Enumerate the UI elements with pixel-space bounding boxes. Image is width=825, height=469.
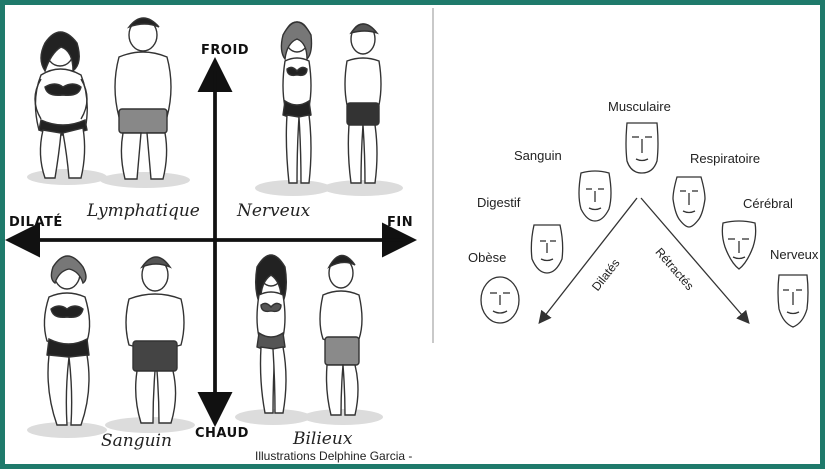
- arrow-retractes: [640, 197, 750, 324]
- face-obese-icon: [480, 276, 520, 324]
- face-digestif-icon: [530, 224, 564, 274]
- panel-divider: [432, 8, 434, 343]
- axis-label-dilate: DILATÉ: [9, 215, 63, 230]
- axis-label-froid: FROID: [201, 43, 250, 58]
- figure-bilious-woman: [254, 254, 288, 414]
- ground-shadows: [27, 169, 403, 438]
- face-label-nerveux: Nerveux: [770, 247, 819, 262]
- face-typology-panel: Obèse Digestif Sanguin Musculaire Respir…: [437, 5, 820, 464]
- morphotype-quadrant-panel: FROID CHAUD DILATÉ FIN Lymphatique Nerve…: [5, 5, 430, 464]
- arrow-dilates: [538, 197, 638, 325]
- quadrant-illustration: [5, 17, 417, 438]
- quadrant-label-lymphatique: Lymphatique: [87, 201, 200, 221]
- face-label-respiratoire: Respiratoire: [690, 151, 761, 166]
- figure-lymphatic-woman: [34, 31, 88, 179]
- face-label-cerebral: Cérébral: [743, 196, 793, 211]
- quadrant-label-sanguin: Sanguin: [101, 431, 172, 451]
- figure-sanguine-man: [125, 256, 185, 424]
- quadrant-label-bilieux: Bilieux: [293, 429, 353, 449]
- face-label-digestif: Digestif: [477, 195, 521, 210]
- illustration-credit: Illustrations Delphine Garcia -: [255, 449, 413, 463]
- face-sanguin-icon: [578, 170, 612, 222]
- face-musculaire-icon: [625, 122, 659, 174]
- figure-sanguine-woman: [43, 255, 91, 426]
- face-typology-diagram: [480, 122, 809, 328]
- face-label-sanguin: Sanguin: [514, 148, 562, 163]
- quadrant-label-nerveux: Nerveux: [237, 201, 311, 221]
- axis-label-fin: FIN: [387, 215, 414, 230]
- face-nerveux-icon: [777, 274, 809, 328]
- face-label-obese: Obèse: [468, 250, 507, 265]
- figure-bilious-man: [319, 254, 363, 416]
- axis-label-chaud: CHAUD: [195, 426, 249, 441]
- face-cerebral-icon: [721, 220, 757, 270]
- figure-nervous-woman: [280, 21, 313, 184]
- figure-nervous-man: [344, 23, 382, 184]
- face-respiratoire-icon: [672, 176, 706, 228]
- figure-lymphatic-man: [114, 17, 172, 180]
- face-label-musculaire: Musculaire: [608, 99, 671, 114]
